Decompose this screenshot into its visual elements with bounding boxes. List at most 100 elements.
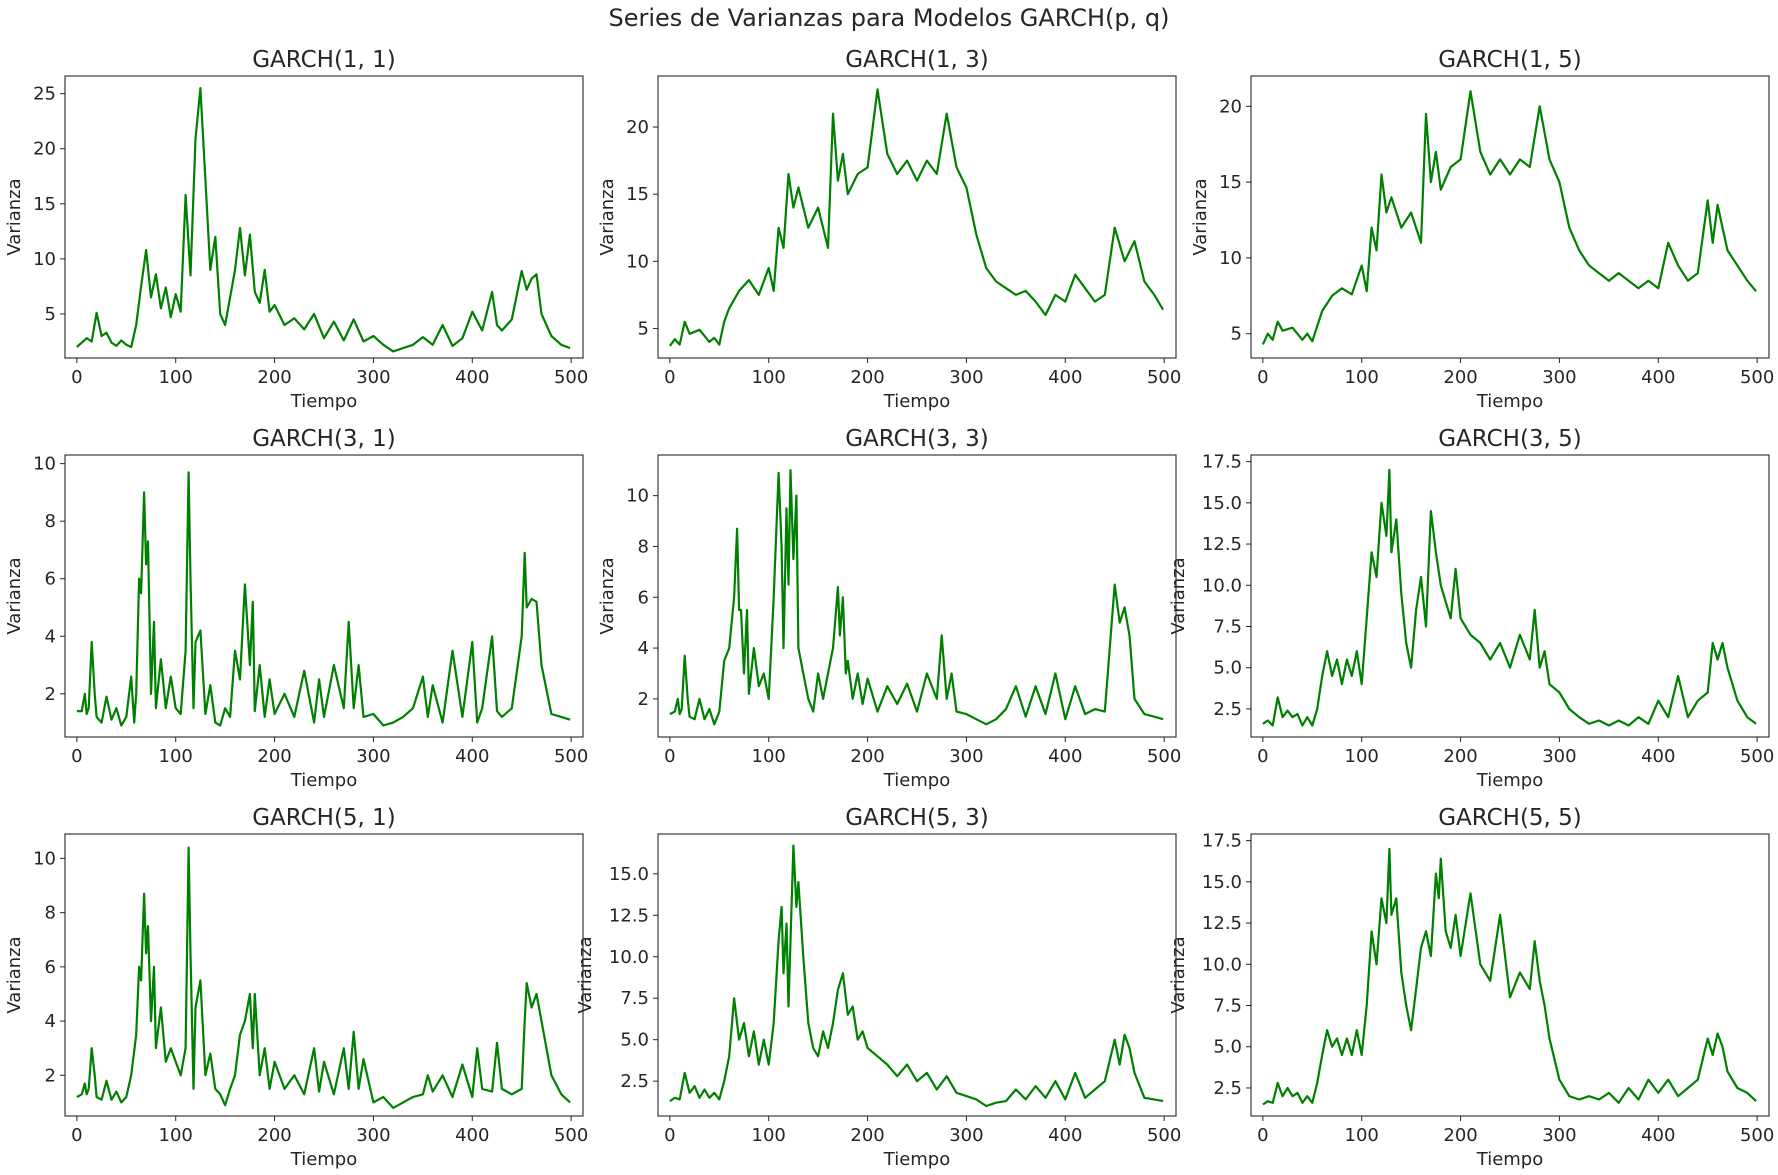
x-tick-label: 0	[71, 746, 82, 767]
y-tick-label: 6	[45, 569, 56, 590]
axes-frame	[657, 75, 1177, 359]
x-tick-label: 0	[664, 367, 675, 388]
y-tick-label: 20	[1219, 96, 1242, 117]
x-tick-label: 0	[664, 1125, 675, 1146]
y-tick-label: 4	[638, 638, 649, 659]
y-tick-label: 8	[45, 511, 56, 532]
x-tick-label: 100	[159, 367, 193, 388]
figure-title: Series de Varianzas para Modelos GARCH(p…	[608, 4, 1170, 32]
y-tick-label: 15.0	[1202, 493, 1242, 514]
x-tick-label: 400	[1641, 746, 1675, 767]
y-tick-label: 20	[626, 117, 649, 138]
subplot-7: GARCH(5, 1) 0 100 200 300 400 500 2 4 6 8 10 Tiempo V…	[4, 805, 588, 1170]
y-tick-label: 6	[638, 587, 649, 608]
y-tick-label: 5.0	[1213, 658, 1242, 679]
y-tick-label: 8	[45, 903, 56, 924]
x-tick-label: 0	[664, 746, 675, 767]
x-tick-label: 500	[554, 1125, 588, 1146]
y-tick-label: 5	[638, 318, 649, 339]
x-tick-label: 500	[1740, 746, 1774, 767]
y-tick-label: 5	[1231, 324, 1242, 345]
y-axis-label: Varianza	[1168, 557, 1189, 634]
x-tick-label: 300	[356, 367, 390, 388]
subplot-1: GARCH(1, 1) 0 100 200 300 400 500 5 10 15 20 25 Tiem…	[4, 47, 588, 412]
axes-frame	[1250, 75, 1770, 359]
subplot-9: GARCH(5, 5) 0 100 200 300 400 500 2.5 5.0 7.5 10.0…	[1168, 805, 1774, 1170]
x-axis-label: Tiempo	[290, 770, 358, 791]
subplot-5: GARCH(3, 3) 0 100 200 300 400 500 2 4 6 8 10 Tiempo V…	[597, 426, 1181, 791]
axes-frame	[64, 454, 584, 738]
x-tick-label: 300	[356, 746, 390, 767]
y-tick-label: 12.5	[1202, 913, 1242, 934]
x-tick-label: 300	[356, 1125, 390, 1146]
y-tick-label: 2	[638, 689, 649, 710]
subplot-4: GARCH(3, 1) 0 100 200 300 400 500 2 4 6 8 10 Tiempo V…	[4, 426, 588, 791]
y-tick-label: 6	[45, 957, 56, 978]
y-axis-label: Varianza	[597, 557, 618, 634]
x-tick-label: 400	[1048, 746, 1082, 767]
variance-series-line	[1261, 90, 1757, 345]
variance-series-line	[669, 88, 1165, 347]
y-axis-label: Varianza	[4, 178, 25, 255]
x-tick-label: 100	[752, 367, 786, 388]
x-axis-label: Tiempo	[1476, 391, 1544, 412]
y-tick-label: 15.0	[1202, 872, 1242, 893]
x-tick-label: 100	[1345, 1125, 1379, 1146]
y-tick-label: 5	[45, 304, 56, 325]
axes-frame	[64, 75, 584, 359]
subplot-8: GARCH(5, 3) 0 100 200 300 400 500 2.5 5.0 7.5 10.0…	[575, 805, 1181, 1170]
x-axis-label: Tiempo	[1476, 1149, 1544, 1170]
y-tick-label: 17.5	[1202, 452, 1242, 473]
x-tick-label: 200	[257, 746, 291, 767]
y-tick-label: 2.5	[1213, 1078, 1242, 1099]
x-tick-label: 0	[71, 1125, 82, 1146]
x-tick-label: 500	[1147, 746, 1181, 767]
x-tick-label: 300	[949, 746, 983, 767]
x-tick-label: 500	[1740, 367, 1774, 388]
variance-series-line	[669, 469, 1164, 726]
x-tick-label: 200	[1443, 1125, 1477, 1146]
y-tick-label: 7.5	[620, 988, 649, 1009]
y-tick-label: 2.5	[620, 1071, 649, 1092]
x-tick-label: 500	[1147, 1125, 1181, 1146]
variance-series-line	[76, 846, 571, 1110]
y-tick-label: 7.5	[1213, 617, 1242, 638]
y-tick-label: 17.5	[1202, 831, 1242, 852]
x-tick-label: 400	[1641, 1125, 1675, 1146]
x-tick-label: 300	[1542, 1125, 1576, 1146]
axes-frame	[1250, 833, 1770, 1117]
y-tick-label: 15	[33, 194, 56, 215]
x-tick-label: 400	[1048, 1125, 1082, 1146]
axes-frame	[64, 833, 584, 1117]
y-tick-label: 25	[33, 84, 56, 105]
y-tick-label: 2	[45, 1065, 56, 1086]
y-tick-label: 15	[626, 184, 649, 205]
y-tick-label: 5.0	[1213, 1037, 1242, 1058]
x-axis-label: Tiempo	[883, 770, 951, 791]
axes-frame	[657, 454, 1177, 738]
subplot-title: GARCH(3, 5)	[1438, 426, 1582, 452]
y-tick-label: 4	[45, 1011, 56, 1032]
x-tick-label: 300	[949, 1125, 983, 1146]
x-tick-label: 0	[1257, 746, 1268, 767]
x-axis-label: Tiempo	[290, 391, 358, 412]
x-axis-label: Tiempo	[290, 1149, 358, 1170]
subplot-3: GARCH(1, 5) 0 100 200 300 400 500 5 10 15 20 Tiempo…	[1190, 47, 1774, 412]
y-tick-label: 10	[33, 454, 56, 475]
x-axis-label: Tiempo	[1476, 770, 1544, 791]
x-tick-label: 200	[257, 1125, 291, 1146]
x-tick-label: 0	[1257, 1125, 1268, 1146]
subplot-title: GARCH(3, 1)	[252, 426, 396, 452]
y-axis-label: Varianza	[597, 178, 618, 255]
subplot-2: GARCH(1, 3) 0 100 200 300 400 500 5 10 15 20 Tiempo…	[597, 47, 1181, 412]
subplot-title: GARCH(1, 5)	[1438, 47, 1582, 73]
y-tick-label: 7.5	[1213, 996, 1242, 1017]
y-tick-label: 10	[33, 848, 56, 869]
x-axis-label: Tiempo	[883, 391, 951, 412]
x-tick-label: 400	[455, 367, 489, 388]
y-tick-label: 2.5	[1213, 699, 1242, 720]
subplot-title: GARCH(3, 3)	[845, 426, 989, 452]
y-tick-label: 15	[1219, 172, 1242, 193]
y-tick-label: 2	[45, 684, 56, 705]
